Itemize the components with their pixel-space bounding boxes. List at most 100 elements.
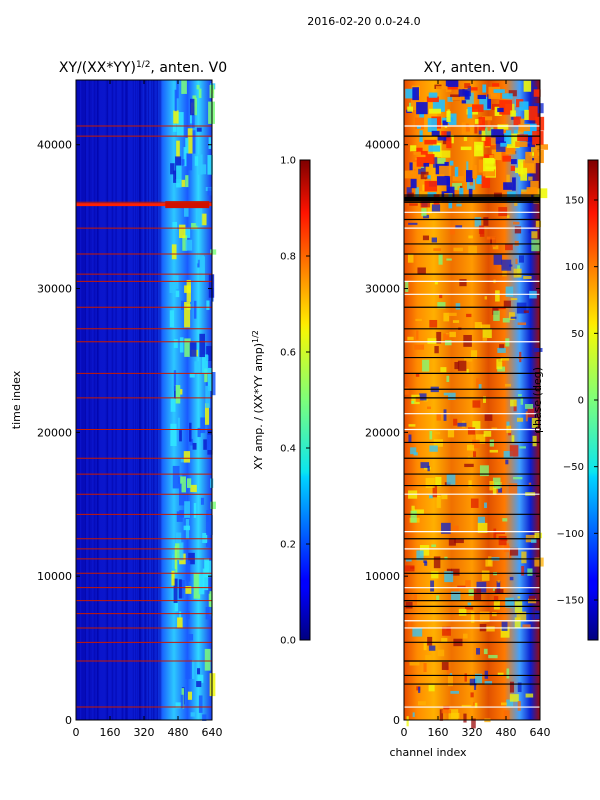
right-texture-speck [506, 699, 514, 707]
right-texture-top [410, 145, 417, 152]
left-texture-column [151, 80, 153, 720]
right-texture-speck [415, 373, 420, 377]
left-texture-column [145, 80, 147, 720]
right-texture-speck [493, 588, 496, 591]
left-texture-column [94, 80, 96, 720]
left-texture-streak [185, 239, 193, 251]
right-texture-speck [484, 127, 494, 139]
colorbar-tick-label: −100 [557, 529, 584, 540]
right-texture-speck [534, 347, 543, 352]
right-texture-top [404, 170, 417, 179]
right-texture-speck [472, 421, 481, 430]
right-texture-top [500, 142, 507, 147]
right-texture-top [515, 167, 519, 174]
right-texture-speck [467, 427, 476, 435]
left-texture-column [126, 80, 128, 720]
right-texture-speck [450, 226, 455, 235]
x-tick-label: 640 [202, 726, 223, 739]
left-texture-streak [173, 275, 179, 289]
right-texture-speck [497, 456, 501, 462]
right-texture-top [493, 89, 505, 93]
right-texture-top [534, 149, 544, 164]
left-texture-column [139, 80, 141, 720]
right-texture-speck [430, 580, 435, 592]
right-texture-speck [513, 221, 520, 225]
left-texture-column [154, 80, 156, 720]
right-texture-top [424, 180, 438, 192]
left-texture-column [83, 80, 85, 720]
right-strong-band [404, 196, 540, 202]
right-texture-top [481, 128, 486, 141]
right-texture-speck [410, 447, 417, 455]
left-texture-streak [206, 346, 212, 361]
right-texture-speck [447, 429, 455, 438]
left-texture-column [93, 80, 95, 720]
right-texture-top [464, 90, 470, 100]
y-tick-label: 30000 [365, 283, 400, 296]
x-tick-label: 0 [401, 726, 408, 739]
right-texture-speck [441, 638, 448, 643]
right-texture-speck [420, 462, 430, 469]
right-texture-speck [514, 617, 521, 629]
left-texture-streak [173, 578, 178, 603]
right-texture-speck [485, 626, 495, 632]
left-texture-streak [198, 695, 203, 713]
right-texture-speck [477, 516, 485, 524]
left-texture-streak [208, 274, 215, 298]
right-texture-top [446, 177, 450, 192]
right-texture-speck [431, 544, 436, 547]
right-texture-top [497, 124, 509, 130]
left-texture-column [150, 80, 152, 720]
right-texture-top [445, 80, 459, 87]
right-y-ticks: 0 10000 20000 30000 40000 [365, 139, 540, 727]
right-texture-speck [441, 709, 452, 714]
left-texture-streak [200, 497, 205, 505]
right-texture-top [407, 106, 414, 112]
right-texture-speck [525, 693, 534, 698]
right-texture-top [466, 170, 473, 183]
right-texture-speck [448, 392, 456, 400]
right-texture-speck [419, 393, 427, 401]
right-texture-top [425, 154, 435, 165]
right-texture-speck [404, 386, 410, 395]
y-tick-label: 10000 [365, 570, 400, 583]
right-texture-speck [510, 298, 518, 301]
left-texture-streak [204, 403, 210, 425]
right-texture-speck [492, 487, 497, 495]
right-texture-speck [502, 518, 508, 522]
left-texture-streak [181, 300, 187, 310]
left-texture-streak [180, 458, 184, 463]
right-texture-top [475, 145, 483, 151]
left-texture-streak [187, 128, 193, 154]
right-texture-speck [521, 565, 525, 576]
right-texture-speck [436, 331, 442, 344]
left-texture-column [96, 80, 98, 720]
right-texture-top [502, 155, 511, 162]
right-texture-top [423, 162, 430, 167]
right-texture-speck [496, 581, 501, 593]
right-texture-top [497, 107, 504, 113]
right-texture-top [446, 137, 452, 149]
right-texture-speck [505, 338, 510, 347]
right-texture-top [523, 80, 532, 92]
left-texture-streak [178, 579, 182, 599]
right-texture-speck [506, 668, 510, 679]
right-texture-speck [444, 340, 452, 346]
left-texture-column [141, 80, 143, 720]
right-texture-speck [455, 225, 463, 229]
y-tick-label: 10000 [37, 570, 72, 583]
right-texture-speck [499, 344, 505, 350]
right-texture-speck [452, 183, 463, 190]
left-texture-streak [172, 465, 180, 489]
left-texture-streak [208, 137, 211, 149]
right-texture-top [424, 139, 437, 145]
y-tick-label: 40000 [365, 139, 400, 152]
right-texture-speck [501, 621, 508, 631]
right-texture-speck [474, 322, 482, 329]
right-texture-top [431, 130, 440, 136]
right-x-ticks: 0 160 320 480 640 [401, 80, 551, 739]
right-texture-speck [438, 253, 443, 265]
right-texture-top [417, 151, 421, 156]
right-texture-speck [501, 259, 512, 271]
right-texture-top [521, 191, 532, 197]
